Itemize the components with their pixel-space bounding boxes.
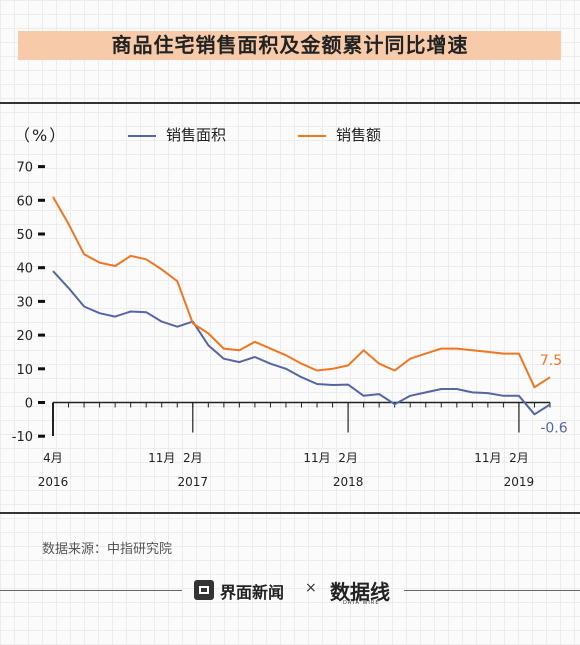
legend-item-sales: 销售额 xyxy=(298,124,381,145)
footer-line-right xyxy=(404,590,580,591)
y-tick-label: 60 xyxy=(16,194,33,209)
x-tick-label: 2月 xyxy=(509,451,529,465)
x-year-label: 2018 xyxy=(333,475,364,489)
y-tick-label: 0 xyxy=(25,397,33,412)
times-sign: × xyxy=(305,580,317,596)
y-tick-label: 30 xyxy=(16,295,33,310)
x-tick-label: 11月 xyxy=(303,451,330,465)
legend-label-area: 销售面积 xyxy=(166,126,227,144)
y-tick-label: 20 xyxy=(16,329,33,344)
x-year-label: 2016 xyxy=(38,475,69,489)
x-tick-label: 4月 xyxy=(43,451,63,465)
footer-branding: 界面新闻 × 数据线 DATA WIRE xyxy=(0,578,580,606)
x-tick-label: 11月 xyxy=(148,451,175,465)
x-year-label: 2017 xyxy=(178,475,209,489)
data-wire-logo-sub: DATA WIRE xyxy=(343,600,380,606)
legend-swatch-area xyxy=(128,134,156,137)
x-year-label: 2019 xyxy=(504,475,535,489)
y-tick-label: 10 xyxy=(16,363,33,378)
footer-line-left xyxy=(0,590,182,591)
top-rule xyxy=(0,102,580,104)
y-unit-label: （%） xyxy=(14,126,68,145)
series-line-area xyxy=(52,270,551,416)
end-label-area: -0.6 xyxy=(540,421,567,437)
end-label-sales: 7.5 xyxy=(540,353,562,369)
legend-label-sales: 销售额 xyxy=(336,126,382,144)
y-tick-label: -10 xyxy=(12,430,33,445)
x-tick-label: 11月 xyxy=(474,451,501,465)
y-tick-label: 40 xyxy=(16,262,33,277)
title-bar xyxy=(18,31,561,60)
bottom-rule xyxy=(0,512,580,514)
x-tick-label: 2月 xyxy=(183,451,203,465)
x-tick-label: 2月 xyxy=(338,451,358,465)
data-wire-logo: 数据线 xyxy=(330,580,390,604)
legend-item-area: 销售面积 xyxy=(128,124,226,145)
legend-swatch-sales xyxy=(298,134,326,137)
chart-title: 商品住宅销售面积及金额累计同比增速 xyxy=(111,33,469,57)
brand-name: 界面新闻 xyxy=(220,583,285,602)
y-tick-label: 70 xyxy=(16,161,33,176)
series-line-sales xyxy=(52,196,551,389)
y-tick-label: 50 xyxy=(16,228,33,243)
source-note: 数据来源：中指研究院 xyxy=(42,542,173,557)
jiemian-logo-icon xyxy=(194,580,214,600)
